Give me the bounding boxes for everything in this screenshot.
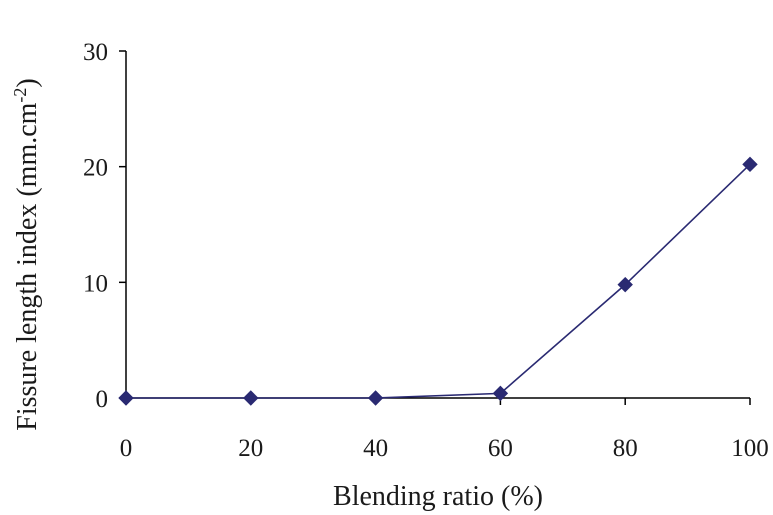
x-tick-label: 20 [238, 435, 263, 462]
x-tick-label: 60 [488, 435, 513, 462]
data-point [367, 390, 384, 406]
data-point [492, 385, 509, 402]
series-line [126, 163, 751, 399]
y-axis-title-superscript: -2 [10, 88, 30, 103]
x-tick-label: 100 [731, 435, 769, 462]
y-axis-title-suffix: ) [12, 78, 43, 87]
data-point [742, 156, 758, 173]
y-tick-label: 30 [83, 39, 108, 66]
data-point [118, 390, 134, 406]
x-tick-label: 80 [613, 435, 638, 462]
x-axis-title: Blending ratio (%) [333, 481, 543, 512]
data-point [243, 390, 259, 406]
series-group [118, 156, 758, 406]
y-axis-title: Fissure length index (mm.cm-2) [10, 78, 43, 431]
y-tick-label: 10 [83, 270, 108, 297]
x-tick-label: 0 [120, 435, 133, 462]
x-ticks: 0 20 40 60 80 100 [120, 398, 769, 462]
y-ticks: 0 10 20 30 [83, 39, 126, 413]
data-point [617, 276, 633, 293]
y-axis-title-main: Fissure length index (mm.cm [12, 102, 43, 430]
y-tick-label: 20 [83, 155, 108, 182]
y-tick-label: 0 [96, 386, 109, 413]
axes [125, 51, 750, 399]
x-tick-label: 40 [363, 435, 388, 462]
